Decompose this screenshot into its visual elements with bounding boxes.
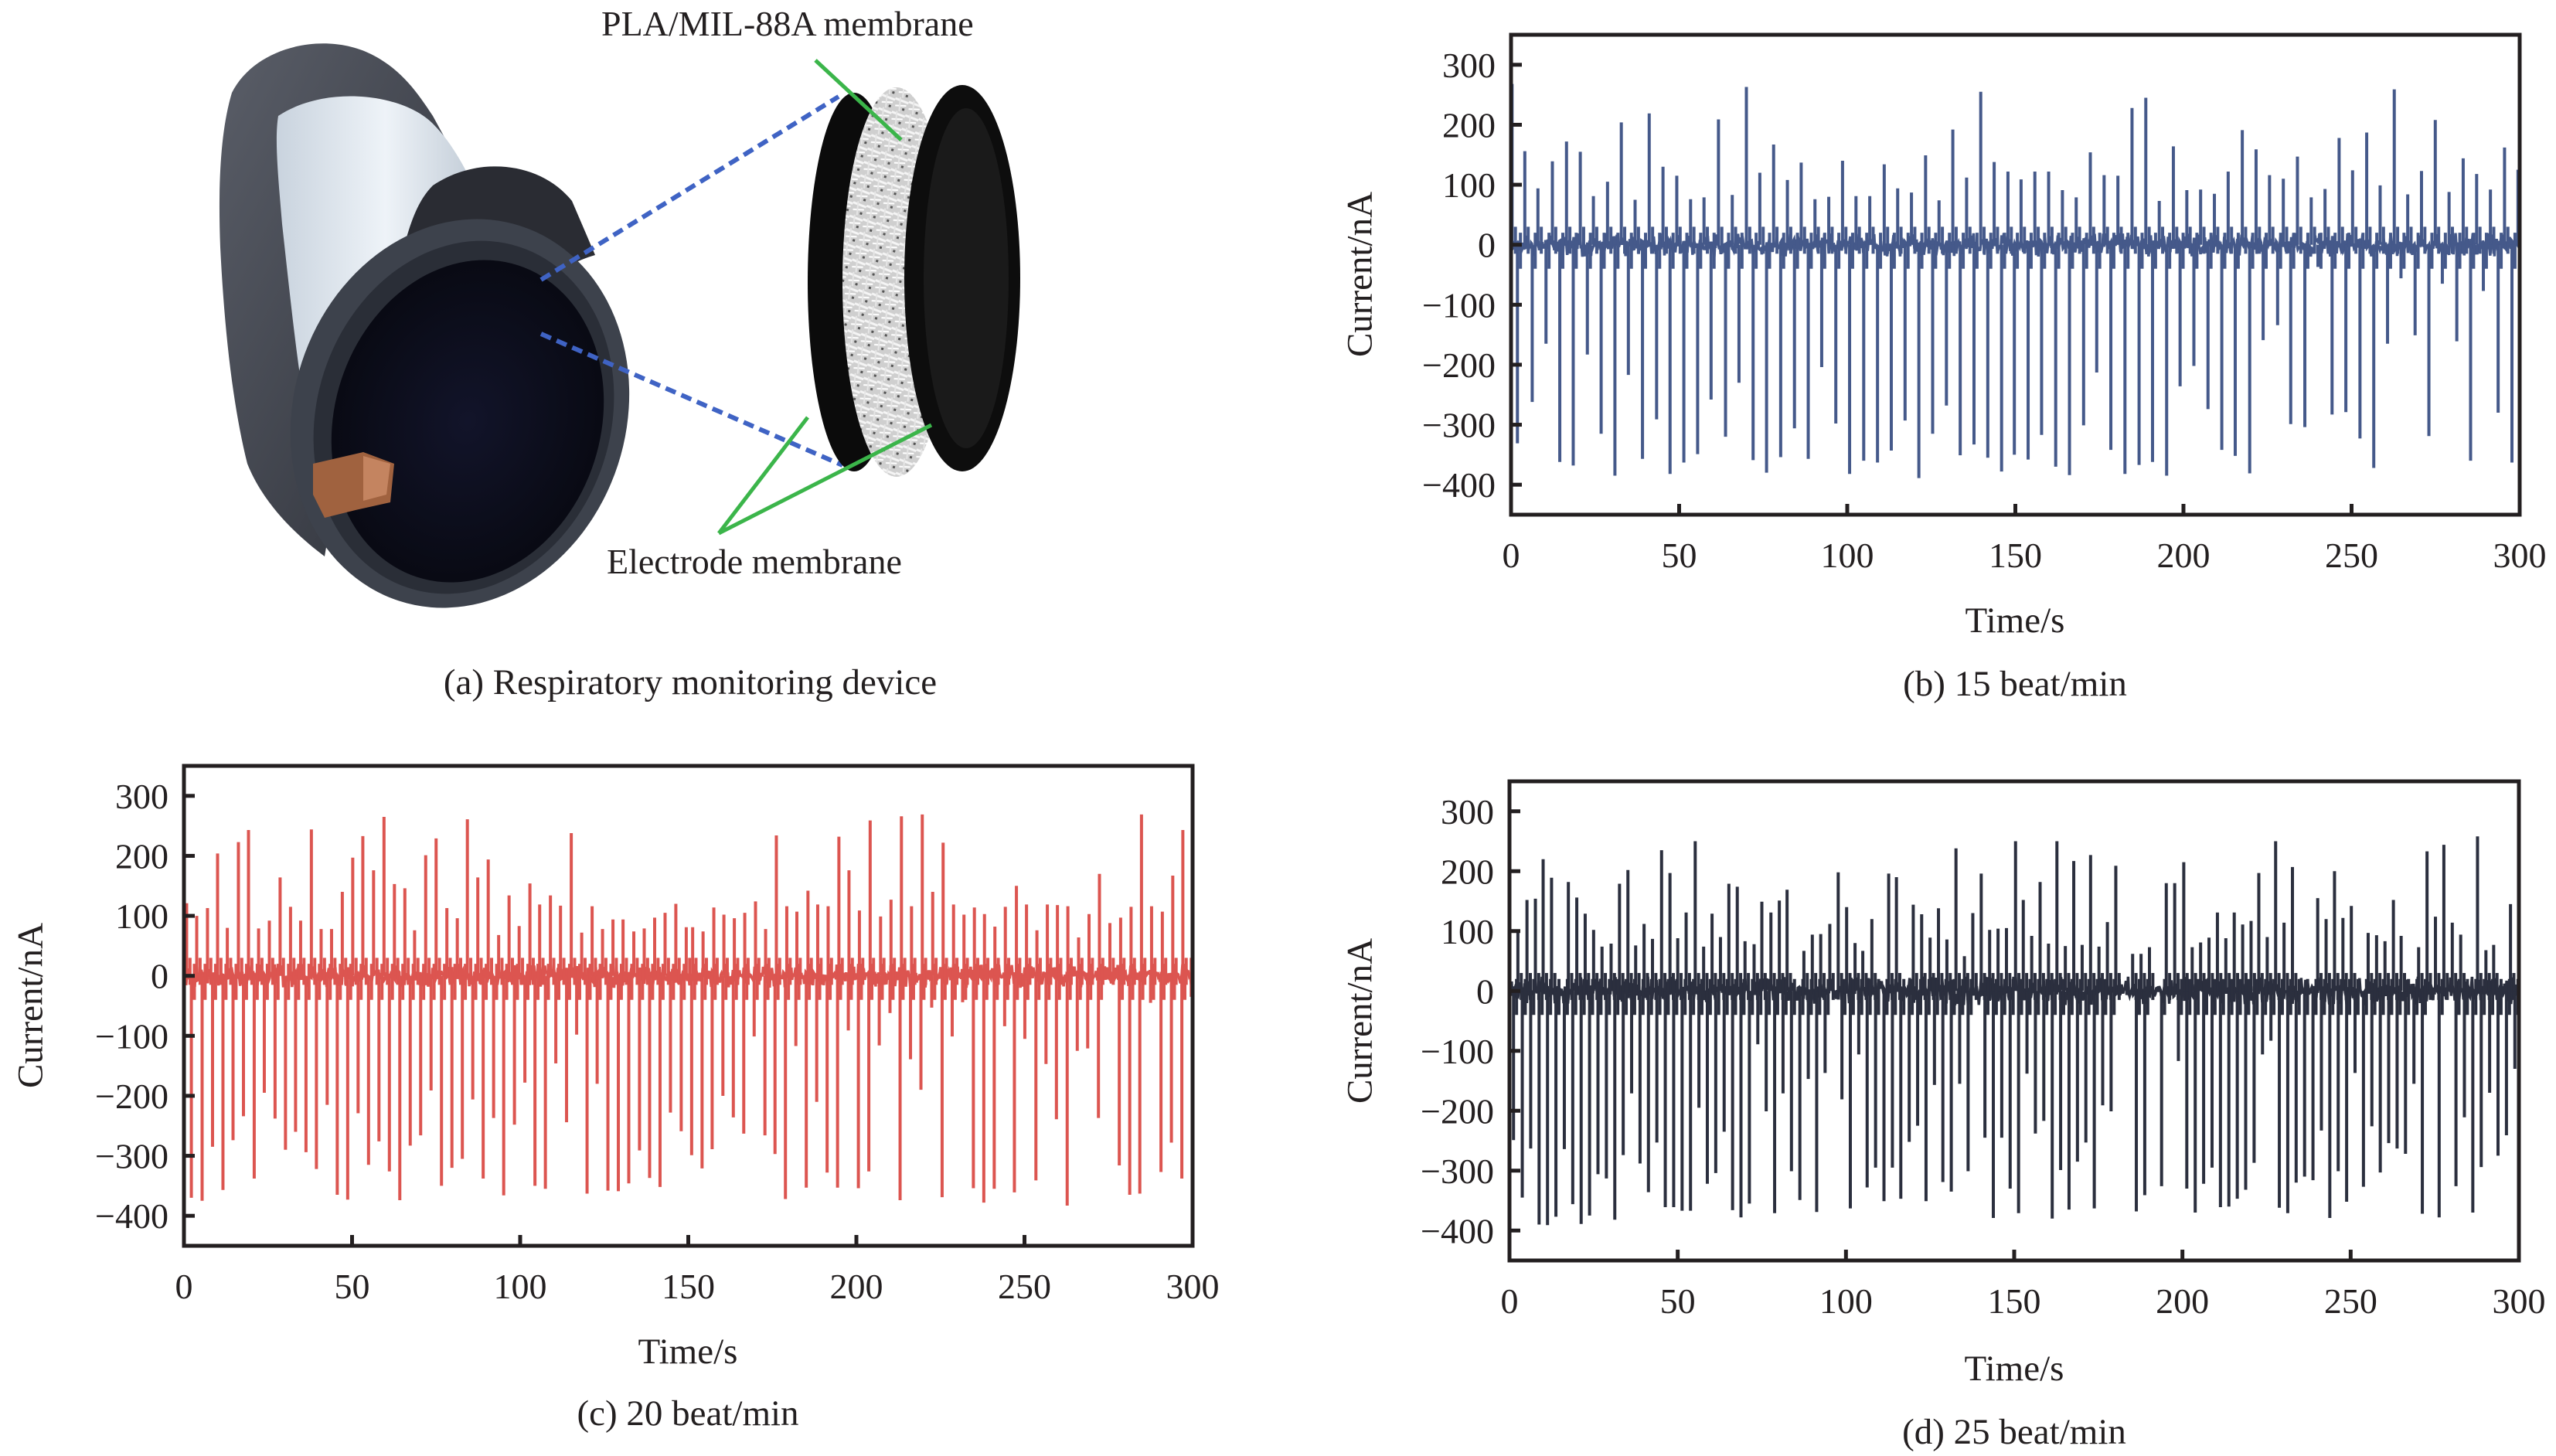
chart-d-xlabel: Time/s bbox=[1964, 1349, 2064, 1389]
electrode-membrane-back-sheen bbox=[924, 108, 1009, 448]
chart-d-xtick-label: 150 bbox=[1988, 1281, 2041, 1321]
chart-b-xtick-label: 50 bbox=[1662, 536, 1697, 575]
pla-membrane-label: PLA/MIL-88A membrane bbox=[601, 4, 974, 43]
chart-d-ylabel: Current/nA bbox=[1339, 937, 1380, 1104]
chart-c-xtick-label: 250 bbox=[998, 1267, 1051, 1306]
chart-b-ytick-label: −100 bbox=[1422, 285, 1496, 325]
chart-d-ytick-label: −400 bbox=[1421, 1211, 1494, 1250]
chart-d-xtick-label: 100 bbox=[1819, 1281, 1873, 1321]
chart-c-ytick-label: 300 bbox=[115, 777, 168, 816]
leader-line-electrode-left bbox=[717, 416, 809, 535]
chart-c-xtick-label: 100 bbox=[494, 1267, 547, 1306]
chart-c-xlabel: Time/s bbox=[638, 1332, 738, 1372]
chart-d-ytick-label: 0 bbox=[1476, 971, 1494, 1011]
chart-d-ytick-label: −100 bbox=[1421, 1032, 1494, 1071]
leader-line-pla bbox=[814, 59, 903, 141]
chart-b-ytick-label: 0 bbox=[1478, 226, 1496, 265]
leader-line-electrode-right bbox=[717, 423, 933, 536]
chart-c-ytick-label: −300 bbox=[95, 1137, 168, 1176]
chart-b-xlabel: Time/s bbox=[1965, 600, 2065, 641]
chart-d-xtick-label: 200 bbox=[2156, 1281, 2209, 1321]
chart-c-xtick-label: 150 bbox=[662, 1267, 715, 1306]
chart-b-ytick-label: −400 bbox=[1422, 465, 1496, 505]
chart-b-ytick-label: −300 bbox=[1422, 406, 1496, 445]
chart-d-ytick-label: −300 bbox=[1421, 1152, 1494, 1191]
chart-b-ytick-label: −200 bbox=[1422, 345, 1496, 385]
chart-d-ytick-label: 100 bbox=[1441, 912, 1494, 951]
electrode-membrane-label: Electrode membrane bbox=[607, 542, 902, 581]
chart-b-xtick-label: 250 bbox=[2325, 536, 2378, 575]
chart-c-xtick-label: 300 bbox=[1166, 1267, 1220, 1306]
chart-b-xtick-label: 150 bbox=[1989, 536, 2042, 575]
panel-a-caption: (a) Respiratory monitoring device bbox=[443, 662, 938, 702]
chart-d-xtick-label: 50 bbox=[1660, 1281, 1696, 1321]
chart-c-ytick-label: 200 bbox=[115, 836, 168, 876]
chart-d-xtick-label: 300 bbox=[2493, 1281, 2546, 1321]
chart-b-xtick-label: 0 bbox=[1503, 536, 1520, 575]
filter-surface bbox=[331, 260, 604, 583]
chart-c-ytick-label: 100 bbox=[115, 896, 168, 936]
chart-d-caption: (d) 25 beat/min bbox=[1902, 1412, 2126, 1452]
chart-b-caption: (b) 15 beat/min bbox=[1903, 664, 2127, 704]
chart-b-ytick-label: 100 bbox=[1442, 165, 1496, 205]
chart-b-xtick-label: 200 bbox=[2157, 536, 2211, 575]
chart-c-ytick-label: 0 bbox=[151, 957, 168, 996]
chart-b-series bbox=[1511, 83, 2520, 478]
chart-d-xtick-label: 0 bbox=[1501, 1281, 1519, 1321]
chart-d-ytick-label: 200 bbox=[1441, 852, 1494, 891]
chart-c-caption: (c) 20 beat/min bbox=[577, 1393, 799, 1434]
chart-d-xtick-label: 250 bbox=[2324, 1281, 2377, 1321]
chart-b-ytick-label: 300 bbox=[1442, 46, 1496, 85]
chart-b-xtick-label: 300 bbox=[2493, 536, 2547, 575]
projection-line-top bbox=[539, 94, 840, 282]
chart-c-ytick-label: −400 bbox=[95, 1196, 168, 1236]
chart-d-series bbox=[1509, 836, 2519, 1226]
chart-c-xtick-label: 200 bbox=[830, 1267, 883, 1306]
chart-c-xtick-label: 0 bbox=[175, 1267, 193, 1306]
chart-b-ytick-label: 200 bbox=[1442, 105, 1496, 145]
chart-c-series bbox=[184, 814, 1193, 1206]
chart-b-xtick-label: 100 bbox=[1821, 536, 1874, 575]
chart-d-ytick-label: −200 bbox=[1421, 1091, 1494, 1131]
chart-c-ytick-label: −100 bbox=[95, 1016, 168, 1056]
chart-d-ytick-label: 300 bbox=[1441, 792, 1494, 832]
copper-tape-highlight bbox=[363, 456, 390, 501]
chart-c-ytick-label: −200 bbox=[95, 1077, 168, 1116]
chart-c-xtick-label: 50 bbox=[335, 1267, 370, 1306]
projection-line-bottom bbox=[539, 332, 844, 468]
